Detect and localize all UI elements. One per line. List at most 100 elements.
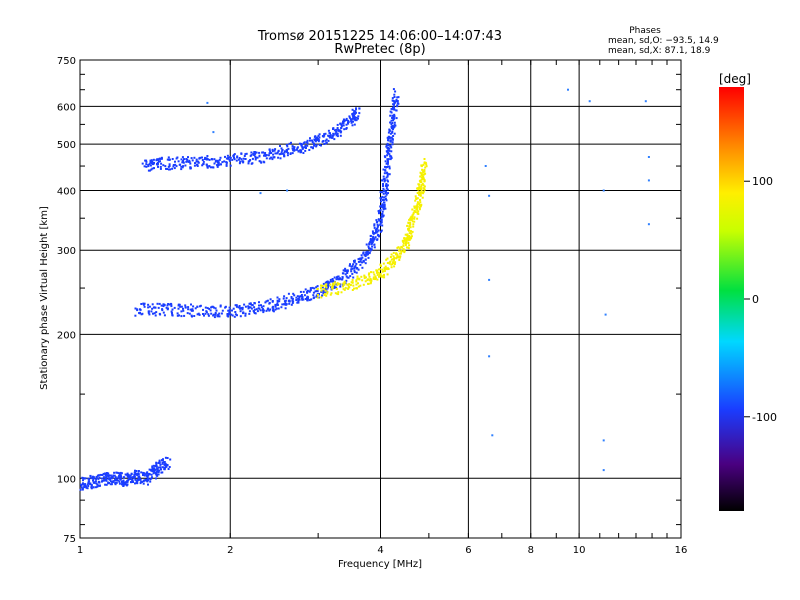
data-point [291, 298, 294, 301]
data-point [156, 474, 159, 477]
data-point [181, 161, 184, 164]
data-point [265, 300, 268, 303]
data-point [347, 122, 350, 125]
data-point [378, 219, 381, 222]
data-point [339, 134, 342, 137]
data-point [306, 297, 308, 299]
data-point [198, 157, 201, 160]
data-point [335, 128, 338, 131]
data-point [350, 268, 353, 271]
phase-box-line-x: mean, sd,X: 87.1, 18.9 [608, 46, 711, 56]
data-point [206, 155, 209, 157]
data-point [422, 192, 425, 195]
data-point [423, 185, 426, 188]
data-point [383, 268, 386, 271]
data-point [368, 272, 371, 275]
data-point [425, 163, 428, 166]
data-point [418, 193, 421, 196]
data-point [343, 283, 346, 286]
data-point [164, 165, 167, 168]
data-point [409, 230, 412, 233]
data-point [280, 306, 283, 309]
data-point [402, 248, 405, 251]
data-point [353, 110, 356, 113]
data-point [154, 468, 157, 471]
data-point [333, 285, 336, 288]
data-point [352, 276, 355, 279]
data-point [374, 278, 377, 281]
data-point [367, 283, 370, 285]
data-point [94, 486, 97, 489]
data-point [279, 145, 281, 147]
data-point [390, 253, 393, 256]
data-point [159, 466, 162, 469]
data-point [604, 313, 607, 316]
data-point [150, 473, 153, 476]
data-point [329, 134, 332, 137]
data-point [285, 143, 288, 146]
data-point [291, 302, 294, 304]
data-point [140, 471, 143, 474]
data-point [393, 265, 396, 268]
data-point [384, 184, 387, 187]
data-point [237, 158, 240, 161]
data-point [334, 292, 337, 295]
data-point [211, 158, 214, 161]
data-point [167, 468, 170, 470]
x-tick-label: 6 [465, 545, 471, 556]
data-point [409, 223, 412, 226]
data-point [340, 125, 343, 128]
data-point [329, 135, 332, 138]
data-point [258, 301, 260, 304]
data-point [355, 116, 358, 119]
data-point [386, 149, 389, 152]
data-point [415, 208, 418, 211]
data-point [378, 212, 380, 215]
data-point [336, 132, 339, 135]
data-point [393, 113, 396, 116]
data-point [374, 275, 377, 278]
data-point [265, 309, 268, 312]
data-point [151, 160, 154, 163]
data-point [376, 273, 379, 276]
data-point [351, 124, 354, 127]
data-point [201, 156, 203, 159]
data-point [353, 123, 356, 126]
data-point [155, 464, 158, 467]
data-point [239, 160, 242, 163]
data-point [133, 473, 136, 476]
data-point [372, 238, 375, 241]
data-point [393, 125, 396, 128]
data-point [269, 298, 272, 301]
y-tick-label: 300 [57, 246, 76, 257]
data-point [407, 221, 410, 224]
data-point [242, 311, 245, 314]
data-point [385, 258, 388, 261]
data-point [157, 158, 159, 161]
data-point [251, 304, 254, 307]
data-point [247, 162, 250, 165]
data-point [160, 162, 163, 165]
data-point [359, 263, 362, 266]
data-point [368, 247, 370, 250]
data-point [288, 302, 291, 305]
data-point [365, 252, 368, 255]
data-point [394, 124, 397, 127]
data-point [208, 165, 211, 168]
data-point [268, 309, 271, 312]
data-point [345, 279, 348, 282]
data-point [373, 243, 376, 246]
data-point [220, 163, 222, 166]
data-point [381, 203, 384, 206]
data-point [148, 163, 151, 166]
data-point [338, 282, 341, 285]
data-point [335, 130, 338, 133]
data-point [384, 165, 386, 168]
data-point [325, 283, 328, 286]
data-point [150, 477, 153, 480]
colorbar-tick-label: -100 [752, 411, 777, 424]
data-point [392, 251, 395, 254]
data-point [320, 289, 323, 292]
data-point [414, 211, 417, 213]
data-point [350, 121, 353, 124]
